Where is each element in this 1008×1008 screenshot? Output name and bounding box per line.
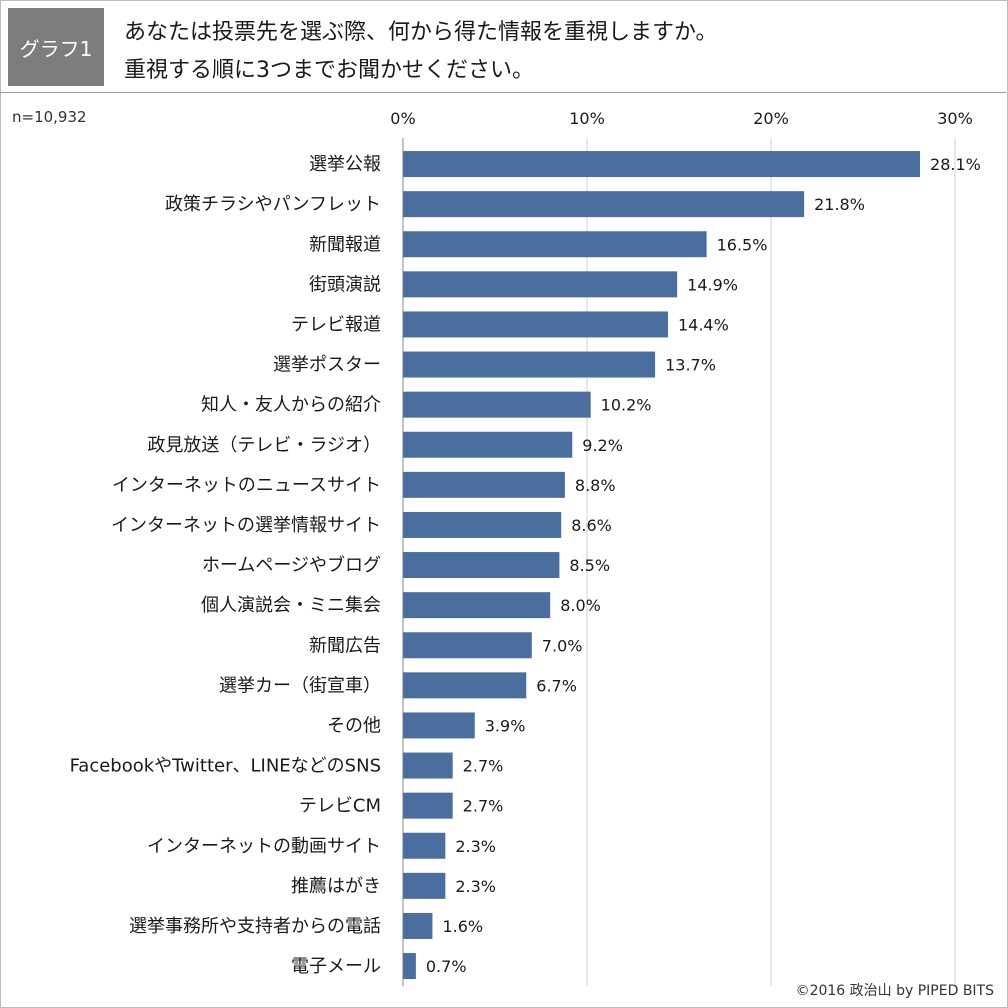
bar — [403, 311, 668, 338]
x-tick-label: 10% — [569, 109, 605, 128]
bar — [403, 471, 565, 498]
category-label: 新聞報道 — [309, 234, 381, 255]
value-label: 13.7% — [665, 356, 716, 375]
bar — [403, 672, 527, 699]
value-label: 8.0% — [560, 596, 601, 615]
bar — [403, 592, 551, 619]
value-label: 2.3% — [455, 837, 496, 856]
value-label: 6.7% — [536, 676, 577, 695]
x-tick-label: 20% — [753, 109, 789, 128]
value-label: 8.8% — [575, 476, 616, 495]
category-label: FacebookやTwitter、LINEなどのSNS — [70, 756, 381, 777]
category-label: 電子メール — [291, 956, 381, 977]
value-label: 10.2% — [601, 396, 652, 415]
value-label: 2.7% — [463, 757, 504, 776]
bar — [403, 511, 562, 538]
x-tick-label: 0% — [390, 109, 415, 128]
bar — [403, 431, 573, 458]
category-label: 選挙カー（街宣車） — [219, 675, 381, 696]
bar — [403, 552, 560, 579]
bar — [403, 351, 656, 378]
category-label: 選挙公報 — [309, 154, 381, 175]
value-label: 2.3% — [455, 877, 496, 896]
category-label: 推薦はがき — [291, 876, 381, 897]
x-tick-label: 30% — [937, 109, 973, 128]
value-label: 2.7% — [463, 797, 504, 816]
category-label: インターネットの動画サイト — [147, 836, 381, 857]
bar — [403, 912, 433, 939]
bar — [403, 271, 678, 298]
category-label: 選挙事務所や支持者からの電話 — [129, 916, 381, 937]
value-label: 3.9% — [485, 716, 526, 735]
value-label: 14.4% — [678, 315, 729, 334]
graph-badge: グラフ1 — [8, 8, 104, 86]
header: グラフ1 あなたは投票先を選ぶ際、何から得た情報を重視しますか。 重視する順に3… — [0, 0, 1006, 93]
category-label: 政策チラシやパンフレット — [165, 194, 381, 215]
bar — [403, 712, 475, 739]
category-label: 知人・友人からの紹介 — [201, 395, 381, 416]
bar — [403, 832, 446, 859]
category-label: 街頭演説 — [309, 274, 381, 295]
copyright-credit: ©2016 政治山 by PIPED BITS — [795, 983, 994, 999]
value-label: 14.9% — [687, 275, 738, 294]
value-label: 8.5% — [569, 556, 610, 575]
category-label: その他 — [327, 715, 381, 736]
category-label: テレビ報道 — [291, 314, 381, 335]
sample-size: n=10,932 — [12, 108, 87, 126]
value-label: 8.6% — [571, 516, 612, 535]
bar — [403, 231, 707, 258]
bar — [403, 632, 532, 659]
category-label: ホームページやブログ — [202, 554, 381, 576]
value-label: 9.2% — [582, 436, 623, 455]
question-line-2: 重視する順に3つまでお聞かせください。 — [124, 58, 534, 83]
category-label: 政見放送（テレビ・ラジオ） — [147, 435, 381, 456]
bar — [403, 391, 591, 418]
bar — [403, 752, 453, 779]
category-label: インターネットのニュースサイト — [112, 475, 381, 496]
value-label: 28.1% — [930, 155, 981, 174]
value-label: 0.7% — [426, 957, 467, 976]
bar — [403, 151, 921, 178]
category-label: 新聞広告 — [309, 635, 381, 656]
bar — [403, 872, 446, 899]
value-label: 7.0% — [542, 636, 583, 655]
bar — [403, 792, 453, 819]
value-label: 21.8% — [814, 195, 865, 214]
bar — [403, 953, 416, 980]
bar — [403, 191, 805, 218]
category-label: インターネットの選挙情報サイト — [111, 515, 381, 536]
value-label: 1.6% — [442, 917, 483, 936]
category-label: テレビCM — [299, 796, 381, 817]
question-line-1: あなたは投票先を選ぶ際、何から得た情報を重視しますか。 — [124, 20, 718, 45]
value-label: 16.5% — [717, 235, 768, 254]
category-label: 個人演説会・ミニ集会 — [201, 595, 381, 616]
category-label: 選挙ポスター — [273, 355, 381, 376]
